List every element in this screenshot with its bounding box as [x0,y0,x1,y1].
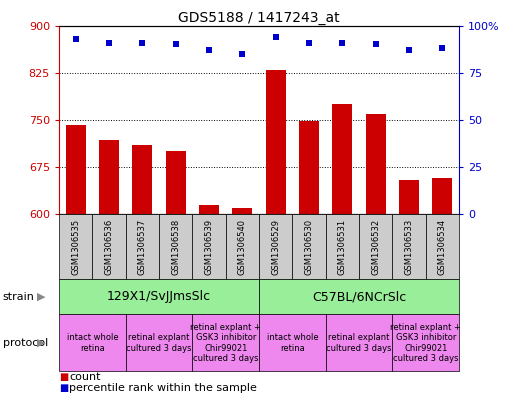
Bar [332,104,352,214]
Text: ■: ■ [59,383,68,393]
Text: GSM1306540: GSM1306540 [238,219,247,275]
Text: protocol: protocol [3,338,48,348]
Bar [132,145,152,214]
Text: C57BL/6NCrSlc: C57BL/6NCrSlc [312,290,406,303]
Text: retinal explant +
GSK3 inhibitor
Chir99021
cultured 3 days: retinal explant + GSK3 inhibitor Chir990… [190,323,261,363]
Text: retinal explant +
GSK3 inhibitor
Chir99021
cultured 3 days: retinal explant + GSK3 inhibitor Chir990… [390,323,461,363]
Text: intact whole
retina: intact whole retina [67,333,118,353]
Text: GSM1306538: GSM1306538 [171,219,180,275]
Text: percentile rank within the sample: percentile rank within the sample [69,383,257,393]
Text: 129X1/SvJJmsSlc: 129X1/SvJJmsSlc [107,290,211,303]
Text: GSM1306533: GSM1306533 [405,219,413,275]
Text: ▶: ▶ [37,292,46,302]
Text: GSM1306535: GSM1306535 [71,219,80,275]
Bar [399,180,419,214]
Bar [299,121,319,214]
Text: ■: ■ [59,372,68,382]
Bar [66,125,86,214]
Text: GSM1306534: GSM1306534 [438,219,447,275]
Text: intact whole
retina: intact whole retina [267,333,318,353]
Title: GDS5188 / 1417243_at: GDS5188 / 1417243_at [178,11,340,24]
Text: strain: strain [3,292,34,302]
Bar [232,208,252,214]
Text: retinal explant
cultured 3 days: retinal explant cultured 3 days [126,333,192,353]
Text: GSM1306532: GSM1306532 [371,219,380,275]
Text: GSM1306531: GSM1306531 [338,219,347,275]
Bar [432,178,452,214]
Text: retinal explant
cultured 3 days: retinal explant cultured 3 days [326,333,392,353]
Bar [199,206,219,214]
Bar [366,114,386,214]
Text: GSM1306530: GSM1306530 [305,219,313,275]
Text: ▶: ▶ [37,338,46,348]
Bar [266,70,286,214]
Text: count: count [69,372,101,382]
Bar [166,151,186,214]
Text: GSM1306539: GSM1306539 [205,219,213,275]
Text: GSM1306529: GSM1306529 [271,219,280,275]
Bar [99,140,119,214]
Text: GSM1306537: GSM1306537 [138,219,147,275]
Text: GSM1306536: GSM1306536 [105,219,113,275]
